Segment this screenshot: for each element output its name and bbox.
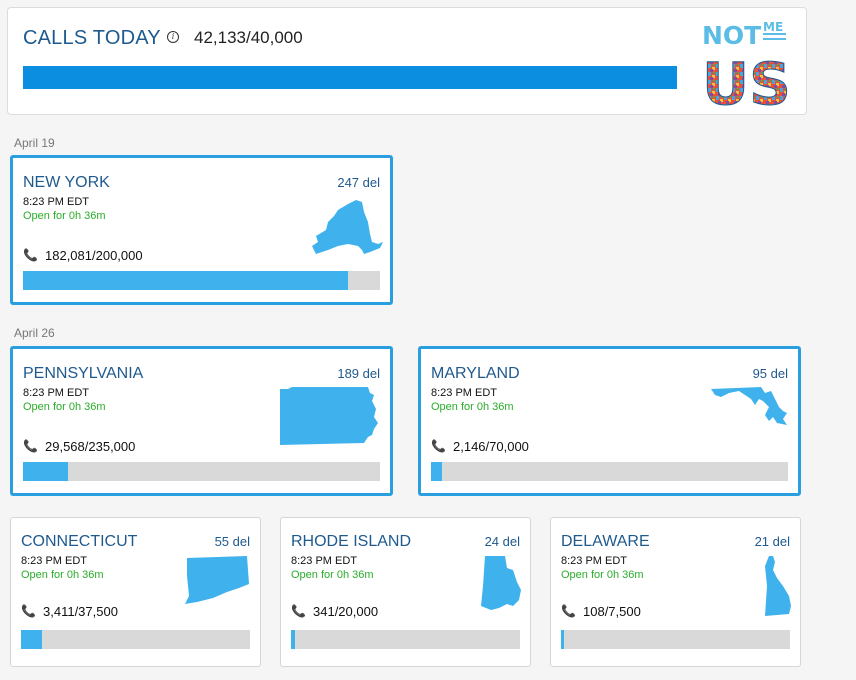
state-name: NEW YORK: [23, 174, 110, 191]
call-progress-bar: [291, 630, 520, 649]
call-progress-bar: [21, 630, 250, 649]
call-progress-fill: [431, 462, 443, 481]
call-progress-bar: [561, 630, 790, 649]
state-card-connecticut[interactable]: CONNECTICUT 55 del 8:23 PM EDT Open for …: [10, 517, 261, 667]
call-count: 108/7,500: [583, 604, 641, 619]
calls-today-progress-fill: [23, 66, 677, 89]
delegate-count: 189 del: [337, 366, 380, 381]
open-duration: Open for 0h 36m: [23, 210, 106, 222]
not-me-us-logo: NOT ME US: [700, 16, 792, 119]
phone-icon: 📞: [561, 604, 576, 618]
state-name: CONNECTICUT: [21, 533, 138, 550]
logo-not-text: NOT: [702, 21, 761, 50]
call-count: 3,411/37,500: [43, 604, 118, 619]
call-count: 29,568/235,000: [45, 439, 136, 454]
open-duration: Open for 0h 36m: [431, 401, 514, 413]
local-time: 8:23 PM EDT: [431, 387, 498, 399]
calls-today-panel: CALLS TODAY i 42,133/40,000 NOT ME US: [7, 7, 807, 119]
call-progress-bar: [431, 462, 788, 481]
call-count: 182,081/200,000: [45, 248, 143, 263]
state-card-pennsylvania[interactable]: PENNSYLVANIA 189 del 8:23 PM EDT Open fo…: [10, 346, 393, 496]
call-progress-fill: [23, 271, 348, 290]
delegate-count: 95 del: [752, 366, 788, 381]
logo-us-text: US: [702, 50, 791, 108]
phone-icon: 📞: [291, 604, 306, 618]
phone-icon: 📞: [23, 248, 38, 262]
phone-icon: 📞: [431, 439, 446, 453]
not-me-us-logo-graphic: NOT ME US: [702, 20, 792, 119]
phone-icon: 📞: [23, 439, 38, 453]
delegate-count: 247 del: [337, 175, 380, 190]
phone-icon: 📞: [21, 604, 36, 618]
delegate-count: 55 del: [214, 534, 250, 549]
calls-today-progress-bar: [23, 66, 677, 89]
info-icon[interactable]: i: [167, 31, 179, 43]
pennsylvania-map-icon: [278, 387, 380, 447]
delaware-map-icon: [763, 556, 793, 616]
calls-today-count: 42,133/40,000: [194, 28, 303, 47]
new-york-map-icon: [298, 196, 383, 258]
local-time: 8:23 PM EDT: [23, 387, 90, 399]
group-date-april-19: April 19: [14, 136, 55, 150]
logo-me-text: ME: [763, 20, 783, 34]
local-time: 8:23 PM EDT: [23, 196, 90, 208]
state-name: PENNSYLVANIA: [23, 365, 144, 382]
open-duration: Open for 0h 36m: [291, 569, 374, 581]
call-progress-bar: [23, 462, 380, 481]
call-progress-fill: [561, 630, 565, 649]
open-duration: Open for 0h 36m: [21, 569, 104, 581]
state-name: RHODE ISLAND: [291, 533, 412, 550]
local-time: 8:23 PM EDT: [291, 555, 358, 567]
call-progress-fill: [291, 630, 295, 649]
open-duration: Open for 0h 36m: [23, 401, 106, 413]
delegate-count: 24 del: [484, 534, 520, 549]
state-name: DELAWARE: [561, 533, 650, 550]
state-card-maryland[interactable]: MARYLAND 95 del 8:23 PM EDT Open for 0h …: [418, 346, 801, 496]
state-name: MARYLAND: [431, 365, 520, 382]
calls-today-title: CALLS TODAY: [23, 27, 161, 49]
delegate-count: 21 del: [754, 534, 790, 549]
state-card-delaware[interactable]: DELAWARE 21 del 8:23 PM EDT Open for 0h …: [550, 517, 801, 667]
call-progress-fill: [23, 462, 68, 481]
open-duration: Open for 0h 36m: [561, 569, 644, 581]
call-progress-fill: [21, 630, 42, 649]
call-count: 341/20,000: [313, 604, 379, 619]
local-time: 8:23 PM EDT: [561, 555, 628, 567]
call-count: 2,146/70,000: [453, 439, 529, 454]
group-date-april-26: April 26: [14, 326, 55, 340]
maryland-map-icon: [711, 387, 791, 427]
local-time: 8:23 PM EDT: [21, 555, 88, 567]
state-card-new-york[interactable]: NEW YORK 247 del 8:23 PM EDT Open for 0h…: [10, 155, 393, 305]
state-card-rhode-island[interactable]: RHODE ISLAND 24 del 8:23 PM EDT Open for…: [280, 517, 531, 667]
rhode-island-map-icon: [479, 556, 523, 612]
call-progress-bar: [23, 271, 380, 290]
connecticut-map-icon: [183, 556, 251, 606]
